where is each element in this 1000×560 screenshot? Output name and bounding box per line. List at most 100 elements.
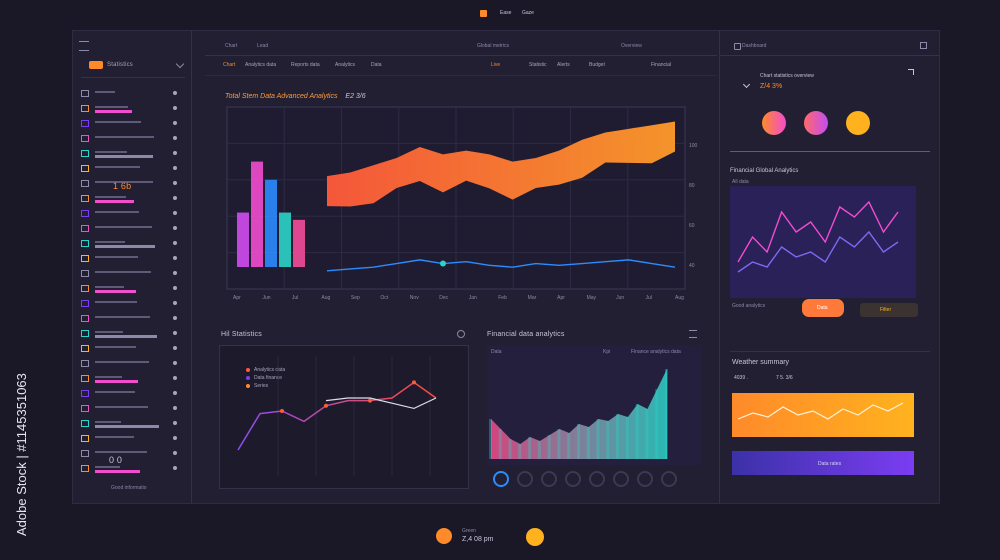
collapse-icon[interactable] — [175, 59, 185, 69]
header-item-1[interactable]: Lead — [257, 43, 269, 49]
sidebar-row[interactable] — [81, 177, 185, 189]
sidebar: Statistics 1 6b 0 0 Good informatio — [73, 31, 192, 503]
sidebar-row-bar — [95, 155, 153, 158]
sidebar-row-icon — [81, 225, 89, 232]
sidebar-row[interactable] — [81, 192, 185, 204]
tab-chart[interactable]: Chart — [223, 62, 236, 68]
sidebar-row[interactable] — [81, 117, 185, 129]
br-bar — [655, 389, 659, 459]
tab-live[interactable]: Live — [491, 62, 501, 68]
main-chart-badge: E2 3/6 — [345, 93, 366, 100]
sidebar-row[interactable] — [81, 402, 185, 414]
sidebar-row[interactable] — [81, 282, 185, 294]
sidebar-row-line — [95, 301, 137, 303]
sidebar-footer[interactable]: Good informatio — [111, 485, 147, 491]
area-value-0: 4039 . — [734, 375, 748, 381]
right-area-line — [737, 402, 904, 420]
main-x-tick: Nov — [410, 295, 419, 301]
sidebar-row[interactable] — [81, 297, 185, 309]
main-bar — [237, 212, 249, 267]
main-x-tick: Jun — [616, 295, 624, 301]
sidebar-row[interactable] — [81, 342, 185, 354]
chevron-down-icon[interactable] — [742, 80, 751, 89]
window-icon[interactable] — [920, 42, 927, 49]
line-chart-subtitle: All data — [732, 179, 749, 185]
sidebar-row[interactable] — [81, 267, 185, 279]
sidebar-row-icon — [81, 90, 89, 97]
sidebar-row-icon — [81, 315, 89, 322]
settings-icon[interactable] — [457, 330, 465, 338]
sidebar-row-line — [95, 181, 153, 183]
tab-analytics[interactable]: Analytics — [335, 62, 356, 68]
header-item-0[interactable]: Chart — [225, 43, 238, 49]
tab-reports-data[interactable]: Reports data — [291, 62, 320, 68]
indicator-circle-yellow[interactable] — [846, 111, 870, 135]
menu-icon[interactable] — [79, 41, 89, 51]
sidebar-row[interactable] — [81, 207, 185, 219]
sidebar-row[interactable] — [81, 162, 185, 174]
control-dial[interactable] — [637, 471, 653, 487]
indicator-circle-orange[interactable] — [762, 111, 786, 135]
footer-orange-dot[interactable] — [436, 528, 452, 544]
topbar-item-0[interactable]: Ease — [500, 10, 512, 16]
control-dial[interactable] — [493, 471, 509, 487]
header-item-3[interactable]: Overview — [621, 43, 642, 49]
topbar-item-1[interactable]: Gaze — [522, 10, 534, 16]
sidebar-row-icon — [81, 210, 89, 217]
sidebar-row-icon — [81, 405, 89, 412]
bl-series-1 — [237, 381, 437, 451]
sidebar-row[interactable] — [81, 417, 185, 429]
sidebar-row-icon — [81, 255, 89, 262]
header-item-2[interactable]: Global metrics — [477, 43, 509, 49]
legend-label: Analytics data — [254, 367, 286, 373]
sidebar-row[interactable] — [81, 357, 185, 369]
sidebar-row[interactable] — [81, 252, 185, 264]
control-dial[interactable] — [613, 471, 629, 487]
right-summary: Chart statistics overview — [760, 73, 814, 79]
sidebar-row[interactable] — [81, 312, 185, 324]
sidebar-row-line — [95, 466, 120, 468]
sidebar-row[interactable] — [81, 462, 185, 474]
sidebar-row[interactable] — [81, 102, 185, 114]
control-dial[interactable] — [517, 471, 533, 487]
sidebar-row[interactable] — [81, 132, 185, 144]
main-chart-title-text: Total Stem Data Advanced Analytics — [225, 93, 338, 100]
sidebar-row-bar — [95, 200, 134, 203]
control-dial[interactable] — [541, 471, 557, 487]
sidebar-row-dot — [173, 421, 177, 425]
footer-yellow-dot[interactable] — [526, 528, 544, 546]
sidebar-row-line — [95, 256, 138, 258]
tab-data[interactable]: Data — [371, 62, 382, 68]
sidebar-row[interactable] — [81, 432, 185, 444]
filter-button[interactable]: Filter — [860, 303, 918, 317]
expand-icon[interactable] — [689, 330, 697, 338]
sidebar-row-line — [95, 451, 147, 453]
tab-financial[interactable]: Financial — [651, 62, 672, 68]
sidebar-row[interactable] — [81, 87, 185, 99]
indicator-circle-pink[interactable] — [804, 111, 828, 135]
sidebar-row[interactable] — [81, 147, 185, 159]
sidebar-row[interactable] — [81, 372, 185, 384]
tab-statistic[interactable]: Statistic — [529, 62, 547, 68]
main-bar — [265, 179, 277, 267]
tab-budget[interactable]: Budget — [589, 62, 605, 68]
control-dial[interactable] — [565, 471, 581, 487]
main-y-tick: 80 — [689, 183, 695, 189]
sidebar-row-icon — [81, 345, 89, 352]
sidebar-row-bar — [95, 425, 159, 428]
right-area-chart — [732, 393, 914, 437]
sidebar-row[interactable] — [81, 447, 185, 459]
tab-analytics-data[interactable]: Analytics data — [245, 62, 277, 68]
data-button[interactable]: Data — [802, 299, 844, 317]
sidebar-row[interactable] — [81, 327, 185, 339]
sidebar-row[interactable] — [81, 237, 185, 249]
sidebar-row[interactable] — [81, 387, 185, 399]
sidebar-row-bar — [95, 245, 155, 248]
sidebar-row[interactable] — [81, 222, 185, 234]
control-dial[interactable] — [661, 471, 677, 487]
control-dial[interactable] — [589, 471, 605, 487]
br-bar — [635, 404, 639, 459]
main-x-tick: Dec — [439, 295, 448, 301]
dashboard-window: Statistics 1 6b 0 0 Good informatio Char… — [72, 30, 940, 504]
tab-alerts[interactable]: Alerts — [557, 62, 570, 68]
